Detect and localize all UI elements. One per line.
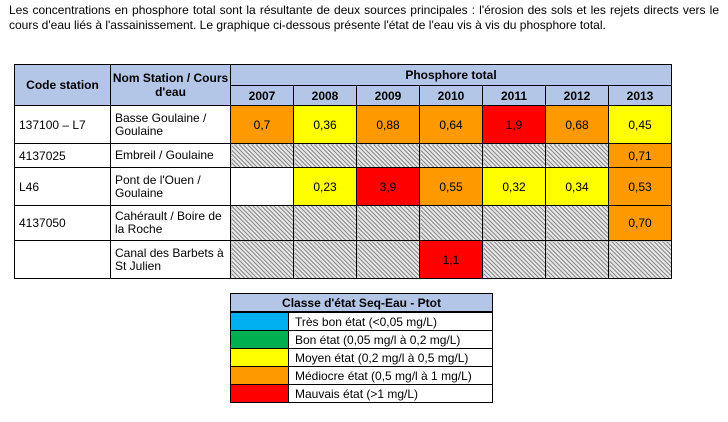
header-year: 2007: [230, 85, 294, 106]
value-cell: 0,32: [482, 167, 546, 206]
station-code: 4137025: [14, 143, 111, 168]
legend-swatch: [230, 366, 289, 385]
value-cell: 0,71: [608, 143, 672, 168]
header-code-station: Code station: [14, 64, 111, 106]
value-cell: 0,70: [608, 205, 672, 241]
value-cell: [230, 143, 294, 168]
value-cell: [356, 143, 420, 168]
legend-label: Moyen état (0,2 mg/l à 0,5 mg/L): [288, 348, 493, 367]
value-cell: [230, 240, 294, 279]
legend-label: Bon état (0,05 mg/l à 0,2 mg/L): [288, 330, 493, 349]
value-cell: [293, 205, 357, 241]
value-cell: [545, 143, 609, 168]
legend-item: Bon état (0,05 mg/l à 0,2 mg/L): [230, 330, 493, 349]
value-cell: [356, 205, 420, 241]
legend-label: Mauvais état (>1 mg/L): [288, 384, 493, 403]
header-year: 2008: [293, 85, 357, 106]
value-cell: 0,53: [608, 167, 672, 206]
value-cell: 0,45: [608, 105, 672, 144]
value-cell: 0,7: [230, 105, 294, 144]
phosphore-table: Code station Nom Station / Cours d'eau P…: [14, 64, 672, 279]
value-cell: 0,68: [545, 105, 609, 144]
table-row: 137100 – L7 Basse Goulaine / Goulaine 0,7 0…: [14, 105, 672, 144]
value-cell: [230, 167, 294, 206]
legend-table: Classe d'état Seq-Eau - Ptot Très bon ét…: [230, 293, 493, 403]
station-name: Basse Goulaine / Goulaine: [110, 105, 231, 144]
value-cell: [482, 240, 546, 279]
header-phosphore-total: Phosphore total: [230, 64, 672, 86]
value-cell: [482, 143, 546, 168]
table-row: 4137025 Embreil / Goulaine 0,71: [14, 143, 672, 168]
station-name: Cahérault / Boire de la Roche: [110, 205, 231, 241]
header-nom-station: Nom Station / Cours d'eau: [110, 64, 231, 106]
legend-swatch: [230, 384, 289, 403]
header-year: 2013: [608, 85, 672, 106]
header-year: 2011: [482, 85, 546, 106]
station-name: Canal des Barbets à St Julien: [110, 240, 231, 279]
value-cell: 3,9: [356, 167, 420, 206]
header-year: 2012: [545, 85, 609, 106]
station-name: Pont de l'Ouen / Goulaine: [110, 167, 231, 206]
header-year: 2009: [356, 85, 420, 106]
value-cell: 0,34: [545, 167, 609, 206]
legend-swatch: [230, 311, 289, 331]
value-cell: 1,9: [482, 105, 546, 144]
station-code: [14, 240, 111, 279]
legend-label: Très bon état (<0,05 mg/L): [288, 311, 493, 331]
table-row: 4137050 Cahérault / Boire de la Roche 0,70: [14, 205, 672, 241]
value-cell: [230, 205, 294, 241]
value-cell: [356, 240, 420, 279]
value-cell: 0,55: [419, 167, 483, 206]
value-cell: [293, 143, 357, 168]
station-name: Embreil / Goulaine: [110, 143, 231, 168]
table-row: L46 Pont de l'Ouen / Goulaine 0,23 3,9 0,55 0…: [14, 167, 672, 206]
value-cell: [482, 205, 546, 241]
intro-paragraph: Les concentrations en phosphore total so…: [9, 3, 719, 32]
legend-swatch: [230, 330, 289, 349]
value-cell: 0,36: [293, 105, 357, 144]
station-code: L46: [14, 167, 111, 206]
legend-label: Médiocre état (0,5 mg/l à 1 mg/L): [288, 366, 493, 385]
value-cell: 0,23: [293, 167, 357, 206]
legend-swatch: [230, 348, 289, 367]
value-cell: [419, 205, 483, 241]
station-code: 137100 – L7: [14, 105, 111, 144]
header-year: 2010: [419, 85, 483, 106]
value-cell: [545, 240, 609, 279]
legend-item: Médiocre état (0,5 mg/l à 1 mg/L): [230, 366, 493, 385]
value-cell: 0,88: [356, 105, 420, 144]
table-row: Canal des Barbets à St Julien 1,1: [14, 240, 672, 279]
value-cell: [293, 240, 357, 279]
station-code: 4137050: [14, 205, 111, 241]
legend-title: Classe d'état Seq-Eau - Ptot: [230, 293, 493, 313]
value-cell: 0,64: [419, 105, 483, 144]
legend-item: Mauvais état (>1 mg/L): [230, 384, 493, 403]
value-cell: [419, 143, 483, 168]
value-cell: [608, 240, 672, 279]
legend-item: Très bon état (<0,05 mg/L): [230, 311, 493, 331]
value-cell: 1,1: [419, 240, 483, 279]
legend-item: Moyen état (0,2 mg/l à 0,5 mg/L): [230, 348, 493, 367]
value-cell: [545, 205, 609, 241]
